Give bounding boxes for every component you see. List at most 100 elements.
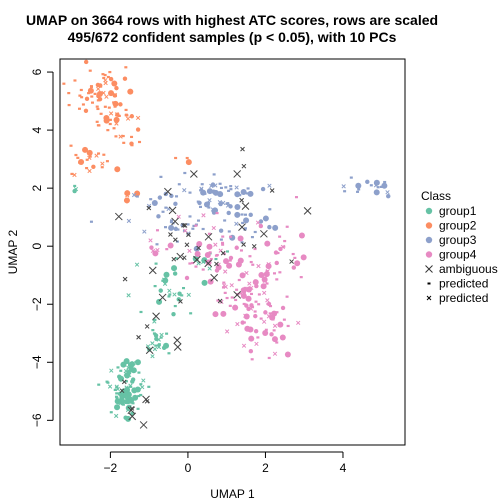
point-group1 (109, 411, 113, 414)
point-group3 (173, 226, 179, 232)
point-group3 (223, 219, 227, 222)
point-group4 (271, 336, 278, 343)
point-group2 (96, 107, 100, 111)
point-group4 (278, 246, 283, 252)
point-group4 (223, 258, 230, 265)
point-group4 (253, 247, 257, 251)
point-group4 (262, 319, 267, 324)
point-group1 (124, 380, 128, 383)
point-group1 (128, 397, 135, 404)
point-group3 (126, 218, 132, 224)
point-group2 (95, 120, 99, 123)
point-group4 (299, 276, 303, 279)
plot-points (62, 59, 391, 429)
point-group4 (242, 302, 246, 306)
point-group4 (248, 335, 255, 342)
point-group2 (106, 129, 110, 132)
legend-marker (426, 295, 432, 301)
point-group4 (176, 214, 181, 219)
point-group3 (207, 198, 212, 203)
point-group1 (174, 257, 178, 260)
point-group4 (201, 213, 206, 218)
point-group1 (115, 400, 119, 403)
point-group1 (207, 266, 212, 271)
point-group3 (177, 183, 181, 186)
point-group4 (240, 287, 247, 294)
point-ambiguous (139, 421, 148, 429)
point-group4 (148, 238, 153, 243)
point-ambiguous (233, 291, 242, 299)
point-group1 (156, 298, 163, 305)
point-group4 (235, 321, 240, 327)
point-group2 (97, 96, 103, 102)
point-group2 (112, 100, 119, 107)
point-group4 (265, 269, 270, 274)
point-group3 (209, 183, 214, 189)
point-group1 (167, 295, 171, 298)
point-group4 (250, 358, 254, 361)
point-group4 (254, 300, 258, 303)
point-group3 (151, 199, 158, 206)
point-group4 (191, 261, 195, 265)
point-group3 (211, 209, 215, 212)
point-group2 (111, 80, 118, 87)
legend-label: predicted (439, 291, 488, 305)
point-group2 (117, 114, 121, 117)
point-ambiguous (241, 202, 250, 211)
y-tick-label: 0 (30, 243, 44, 250)
point-group2 (70, 172, 74, 176)
point-group1 (139, 393, 143, 397)
point-group1 (128, 404, 132, 408)
point-group2 (72, 172, 77, 178)
point-ambiguous (238, 223, 246, 232)
point-group2 (174, 156, 178, 160)
point-group3 (213, 183, 218, 188)
point-group2 (93, 92, 97, 95)
point-group1 (137, 371, 141, 374)
point-group2 (88, 69, 92, 72)
point-group1 (126, 293, 131, 298)
point-group1 (168, 293, 172, 296)
point-ambiguous (122, 276, 128, 282)
point-group1 (225, 250, 229, 253)
point-group2 (114, 85, 119, 91)
point-group3 (218, 182, 222, 185)
point-group4 (264, 240, 271, 247)
point-group4 (248, 349, 254, 354)
point-group4 (268, 312, 272, 315)
point-ambiguous (144, 398, 150, 404)
point-group3 (149, 198, 153, 201)
x-tick-label: −2 (104, 461, 118, 475)
point-group4 (294, 196, 298, 199)
point-group1 (116, 366, 120, 369)
point-group2 (82, 146, 89, 153)
point-group4 (283, 239, 287, 243)
point-group1 (105, 380, 109, 383)
point-ambiguous (173, 336, 182, 345)
point-group1 (153, 333, 159, 338)
point-group3 (176, 228, 180, 231)
point-group2 (108, 118, 112, 121)
point-ambiguous (269, 188, 275, 193)
point-group1 (121, 403, 125, 406)
point-group3 (227, 189, 231, 192)
point-group4 (272, 329, 276, 332)
point-ambiguous (220, 250, 226, 256)
point-ambiguous (171, 217, 179, 226)
point-group1 (171, 265, 178, 272)
point-group2 (121, 134, 125, 138)
legend-entry-group1: group1 (425, 204, 477, 218)
point-group2 (96, 86, 101, 92)
point-group2 (84, 96, 90, 102)
point-group1 (132, 368, 136, 371)
point-group2 (95, 82, 101, 88)
point-group2 (62, 82, 66, 85)
legend-entry-predicted: predicted (426, 291, 488, 305)
point-group3 (234, 221, 239, 226)
point-group4 (208, 251, 212, 254)
point-group3 (159, 175, 163, 178)
point-group1 (124, 386, 131, 393)
point-group2 (118, 102, 123, 107)
point-group1 (139, 310, 143, 314)
point-group2 (112, 93, 118, 98)
